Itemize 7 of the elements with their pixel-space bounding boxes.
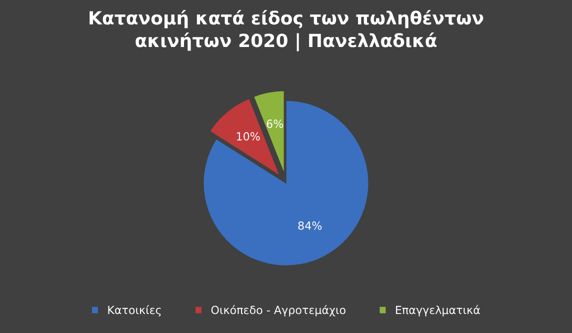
legend-label: Επαγγελματικά [396, 305, 480, 316]
data-label: 10% [236, 132, 260, 141]
legend-label: Οικόπεδο - Αγροτεμάχιο [211, 305, 346, 316]
data-label: 6% [266, 120, 284, 128]
chart-title: Κατανομή κατά είδος των πωληθέντων ακινήτων 2020 | Πανελλαδικά [90, 10, 484, 52]
data-label: 84% [298, 221, 322, 230]
legend-label: Κατοικίες [108, 305, 161, 316]
